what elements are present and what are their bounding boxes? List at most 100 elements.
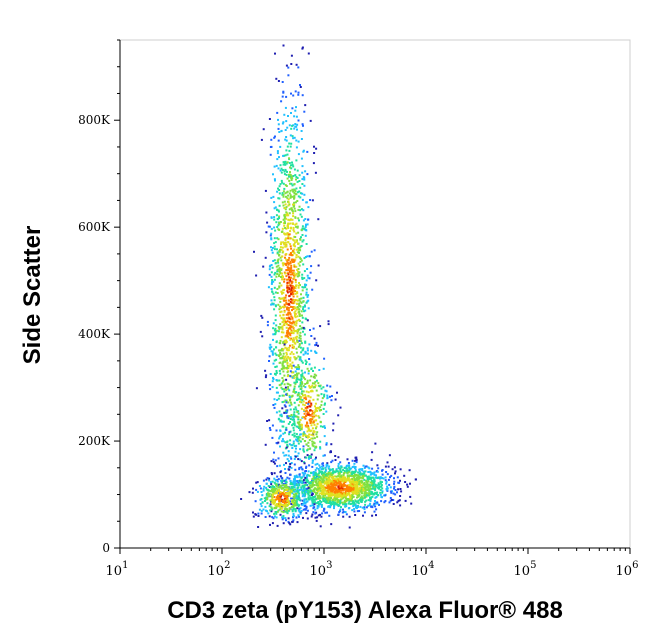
data-point [325, 497, 328, 500]
data-point [332, 489, 335, 492]
data-point [268, 427, 271, 429]
data-point [300, 378, 303, 381]
data-point [294, 109, 297, 112]
data-point [311, 415, 314, 418]
data-point [279, 339, 282, 342]
data-point [292, 483, 295, 486]
data-point [268, 360, 270, 362]
data-point [273, 451, 275, 454]
data-point [348, 484, 351, 487]
data-point [321, 397, 324, 400]
data-point [370, 458, 373, 461]
data-point [316, 492, 319, 494]
data-point [329, 469, 332, 472]
data-point [293, 478, 295, 481]
data-point [295, 254, 298, 256]
data-point [269, 264, 272, 267]
data-point [360, 488, 363, 491]
data-point [281, 193, 284, 196]
data-point [293, 463, 296, 466]
data-point [275, 372, 278, 374]
data-point [278, 342, 281, 344]
data-point [351, 466, 354, 468]
data-point [329, 450, 332, 453]
data-point [286, 499, 289, 502]
data-point [331, 492, 334, 495]
data-point [291, 306, 294, 309]
data-point [291, 195, 294, 198]
data-point [283, 454, 286, 457]
data-point [296, 292, 299, 295]
data-point [273, 329, 276, 332]
data-point [282, 331, 285, 334]
data-point [281, 305, 284, 308]
data-point [392, 499, 395, 501]
data-point [298, 423, 301, 426]
data-point [269, 234, 272, 237]
data-point [279, 357, 282, 360]
data-point [319, 446, 322, 449]
data-point [324, 511, 327, 514]
data-point [295, 337, 298, 340]
data-point [278, 197, 281, 200]
data-point [351, 494, 354, 497]
data-point [271, 291, 274, 294]
data-point [287, 517, 290, 520]
data-point [275, 329, 278, 332]
data-point [254, 500, 257, 503]
data-point [295, 272, 298, 275]
data-point [394, 472, 396, 475]
data-point [323, 403, 326, 406]
data-point [282, 241, 285, 244]
data-point [302, 124, 304, 127]
data-point [282, 501, 284, 503]
data-point [286, 232, 289, 235]
data-point [319, 466, 322, 469]
data-point [274, 206, 277, 209]
data-point [278, 215, 281, 218]
data-point [296, 415, 299, 418]
data-point [326, 491, 329, 494]
data-point [281, 377, 284, 379]
data-point [349, 496, 352, 499]
data-point [373, 492, 376, 495]
data-point [379, 491, 382, 494]
data-point [306, 422, 309, 425]
data-point [285, 340, 288, 343]
data-point [269, 343, 272, 346]
data-point [356, 492, 359, 495]
data-point [287, 520, 290, 523]
data-point [266, 221, 269, 224]
data-point [374, 442, 377, 445]
data-point [297, 509, 300, 512]
data-point [303, 277, 306, 280]
data-point [281, 325, 284, 328]
data-point [297, 93, 300, 96]
data-point [327, 488, 329, 491]
data-point [288, 501, 290, 504]
data-point [301, 382, 304, 385]
data-point [329, 473, 332, 476]
data-point [362, 514, 364, 517]
data-point [308, 419, 311, 422]
data-point [271, 353, 274, 356]
data-point [290, 286, 293, 289]
data-point [311, 496, 314, 499]
data-point [283, 404, 286, 407]
data-point [293, 418, 295, 421]
data-point [347, 488, 350, 490]
data-point [300, 342, 303, 345]
data-point [293, 203, 296, 206]
data-point [384, 494, 387, 497]
data-point [269, 509, 272, 512]
data-point [293, 493, 295, 496]
data-point [286, 375, 289, 378]
data-point [385, 482, 388, 485]
data-point [293, 197, 295, 200]
data-point [296, 399, 299, 401]
data-point [275, 214, 278, 217]
data-point [350, 474, 353, 477]
data-point [313, 491, 316, 494]
data-point [289, 370, 292, 373]
data-point [289, 175, 292, 178]
